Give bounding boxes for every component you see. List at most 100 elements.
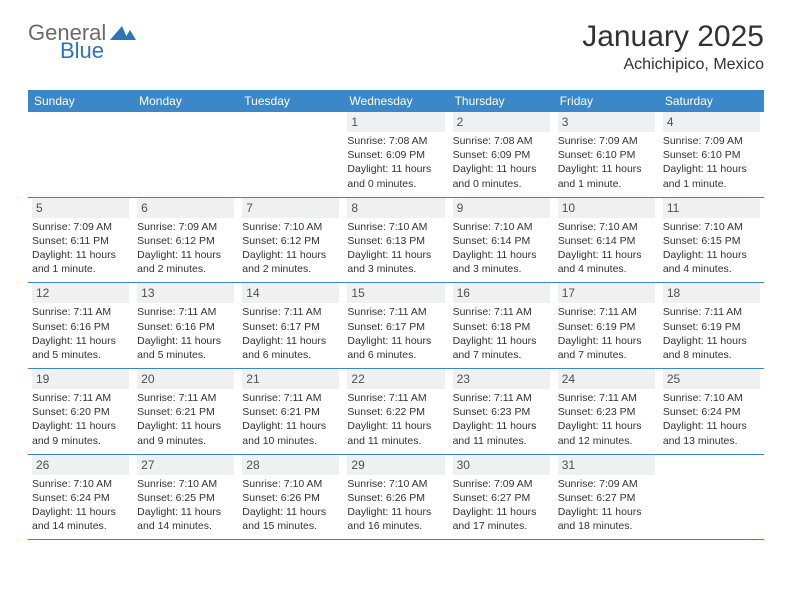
sunset-line: Sunset: 6:09 PM: [347, 148, 444, 162]
day-details: Sunrise: 7:10 AMSunset: 6:26 PMDaylight:…: [242, 477, 339, 534]
daylight-line: Daylight: 11 hours and 15 minutes.: [242, 505, 339, 533]
day-number: 20: [137, 369, 234, 389]
day-details: Sunrise: 7:09 AMSunset: 6:10 PMDaylight:…: [663, 134, 760, 191]
day-details: Sunrise: 7:11 AMSunset: 6:16 PMDaylight:…: [32, 305, 129, 362]
sunset-line: Sunset: 6:10 PM: [663, 148, 760, 162]
sunrise-line: Sunrise: 7:09 AM: [453, 477, 550, 491]
sunrise-line: Sunrise: 7:09 AM: [32, 220, 129, 234]
calendar-table: SundayMondayTuesdayWednesdayThursdayFrid…: [28, 90, 764, 540]
day-details: Sunrise: 7:10 AMSunset: 6:13 PMDaylight:…: [347, 220, 444, 277]
day-number: 6: [137, 198, 234, 218]
daylight-line: Daylight: 11 hours and 17 minutes.: [453, 505, 550, 533]
day-cell: 8Sunrise: 7:10 AMSunset: 6:13 PMDaylight…: [343, 197, 448, 283]
day-details: Sunrise: 7:10 AMSunset: 6:25 PMDaylight:…: [137, 477, 234, 534]
day-cell: 3Sunrise: 7:09 AMSunset: 6:10 PMDaylight…: [554, 112, 659, 197]
day-details: Sunrise: 7:10 AMSunset: 6:24 PMDaylight:…: [32, 477, 129, 534]
day-details: Sunrise: 7:11 AMSunset: 6:17 PMDaylight:…: [347, 305, 444, 362]
day-cell: 31Sunrise: 7:09 AMSunset: 6:27 PMDayligh…: [554, 454, 659, 540]
day-details: Sunrise: 7:08 AMSunset: 6:09 PMDaylight:…: [347, 134, 444, 191]
sunrise-line: Sunrise: 7:11 AM: [137, 391, 234, 405]
sunset-line: Sunset: 6:27 PM: [453, 491, 550, 505]
dow-cell: Friday: [554, 90, 659, 112]
day-cell: 12Sunrise: 7:11 AMSunset: 6:16 PMDayligh…: [28, 283, 133, 369]
daylight-line: Daylight: 11 hours and 1 minute.: [663, 162, 760, 190]
day-cell: 30Sunrise: 7:09 AMSunset: 6:27 PMDayligh…: [449, 454, 554, 540]
day-details: Sunrise: 7:09 AMSunset: 6:27 PMDaylight:…: [558, 477, 655, 534]
sunrise-line: Sunrise: 7:11 AM: [32, 391, 129, 405]
daylight-line: Daylight: 11 hours and 14 minutes.: [32, 505, 129, 533]
day-details: Sunrise: 7:11 AMSunset: 6:19 PMDaylight:…: [558, 305, 655, 362]
day-cell: 19Sunrise: 7:11 AMSunset: 6:20 PMDayligh…: [28, 369, 133, 455]
calendar-page: General January 2025 Achichipico, Mexico…: [0, 0, 792, 560]
header: General January 2025 Achichipico, Mexico: [28, 20, 764, 74]
daylight-line: Daylight: 11 hours and 5 minutes.: [32, 334, 129, 362]
day-number: 13: [137, 283, 234, 303]
sunset-line: Sunset: 6:13 PM: [347, 234, 444, 248]
daylight-line: Daylight: 11 hours and 2 minutes.: [242, 248, 339, 276]
daylight-line: Daylight: 11 hours and 4 minutes.: [663, 248, 760, 276]
daylight-line: Daylight: 11 hours and 5 minutes.: [137, 334, 234, 362]
day-number: 16: [453, 283, 550, 303]
day-details: Sunrise: 7:11 AMSunset: 6:18 PMDaylight:…: [453, 305, 550, 362]
day-number: 17: [558, 283, 655, 303]
day-details: Sunrise: 7:10 AMSunset: 6:24 PMDaylight:…: [663, 391, 760, 448]
day-number: 22: [347, 369, 444, 389]
day-cell: [659, 454, 764, 540]
daylight-line: Daylight: 11 hours and 12 minutes.: [558, 419, 655, 447]
sunset-line: Sunset: 6:18 PM: [453, 320, 550, 334]
sunset-line: Sunset: 6:24 PM: [663, 405, 760, 419]
sunrise-line: Sunrise: 7:10 AM: [242, 477, 339, 491]
sunrise-line: Sunrise: 7:11 AM: [32, 305, 129, 319]
day-details: Sunrise: 7:10 AMSunset: 6:12 PMDaylight:…: [242, 220, 339, 277]
day-cell: 14Sunrise: 7:11 AMSunset: 6:17 PMDayligh…: [238, 283, 343, 369]
sunrise-line: Sunrise: 7:11 AM: [242, 305, 339, 319]
day-cell: [133, 112, 238, 197]
dow-cell: Tuesday: [238, 90, 343, 112]
daylight-line: Daylight: 11 hours and 7 minutes.: [558, 334, 655, 362]
daylight-line: Daylight: 11 hours and 3 minutes.: [453, 248, 550, 276]
day-details: Sunrise: 7:10 AMSunset: 6:15 PMDaylight:…: [663, 220, 760, 277]
day-number: 23: [453, 369, 550, 389]
logo-text-blue: Blue: [60, 38, 104, 64]
sunrise-line: Sunrise: 7:10 AM: [663, 391, 760, 405]
daylight-line: Daylight: 11 hours and 0 minutes.: [347, 162, 444, 190]
day-cell: 21Sunrise: 7:11 AMSunset: 6:21 PMDayligh…: [238, 369, 343, 455]
day-cell: 10Sunrise: 7:10 AMSunset: 6:14 PMDayligh…: [554, 197, 659, 283]
day-details: Sunrise: 7:11 AMSunset: 6:23 PMDaylight:…: [558, 391, 655, 448]
daylight-line: Daylight: 11 hours and 2 minutes.: [137, 248, 234, 276]
daylight-line: Daylight: 11 hours and 1 minute.: [558, 162, 655, 190]
day-number: 21: [242, 369, 339, 389]
daylight-line: Daylight: 11 hours and 13 minutes.: [663, 419, 760, 447]
sunset-line: Sunset: 6:17 PM: [347, 320, 444, 334]
day-cell: 20Sunrise: 7:11 AMSunset: 6:21 PMDayligh…: [133, 369, 238, 455]
sunrise-line: Sunrise: 7:10 AM: [453, 220, 550, 234]
daylight-line: Daylight: 11 hours and 7 minutes.: [453, 334, 550, 362]
sunrise-line: Sunrise: 7:10 AM: [137, 477, 234, 491]
day-number: 30: [453, 455, 550, 475]
sunset-line: Sunset: 6:23 PM: [558, 405, 655, 419]
day-details: Sunrise: 7:11 AMSunset: 6:23 PMDaylight:…: [453, 391, 550, 448]
daylight-line: Daylight: 11 hours and 18 minutes.: [558, 505, 655, 533]
daylight-line: Daylight: 11 hours and 6 minutes.: [242, 334, 339, 362]
day-number: 18: [663, 283, 760, 303]
day-details: Sunrise: 7:09 AMSunset: 6:27 PMDaylight:…: [453, 477, 550, 534]
daylight-line: Daylight: 11 hours and 1 minute.: [32, 248, 129, 276]
day-number: 29: [347, 455, 444, 475]
day-number: 1: [347, 112, 444, 132]
sunset-line: Sunset: 6:15 PM: [663, 234, 760, 248]
day-cell: [28, 112, 133, 197]
sunset-line: Sunset: 6:20 PM: [32, 405, 129, 419]
sunrise-line: Sunrise: 7:08 AM: [453, 134, 550, 148]
daylight-line: Daylight: 11 hours and 11 minutes.: [453, 419, 550, 447]
sunrise-line: Sunrise: 7:11 AM: [242, 391, 339, 405]
day-details: Sunrise: 7:11 AMSunset: 6:16 PMDaylight:…: [137, 305, 234, 362]
sunrise-line: Sunrise: 7:09 AM: [663, 134, 760, 148]
sunset-line: Sunset: 6:11 PM: [32, 234, 129, 248]
day-cell: 7Sunrise: 7:10 AMSunset: 6:12 PMDaylight…: [238, 197, 343, 283]
sunrise-line: Sunrise: 7:11 AM: [347, 391, 444, 405]
day-details: Sunrise: 7:10 AMSunset: 6:14 PMDaylight:…: [558, 220, 655, 277]
sunset-line: Sunset: 6:10 PM: [558, 148, 655, 162]
day-cell: 22Sunrise: 7:11 AMSunset: 6:22 PMDayligh…: [343, 369, 448, 455]
daylight-line: Daylight: 11 hours and 0 minutes.: [453, 162, 550, 190]
daylight-line: Daylight: 11 hours and 8 minutes.: [663, 334, 760, 362]
